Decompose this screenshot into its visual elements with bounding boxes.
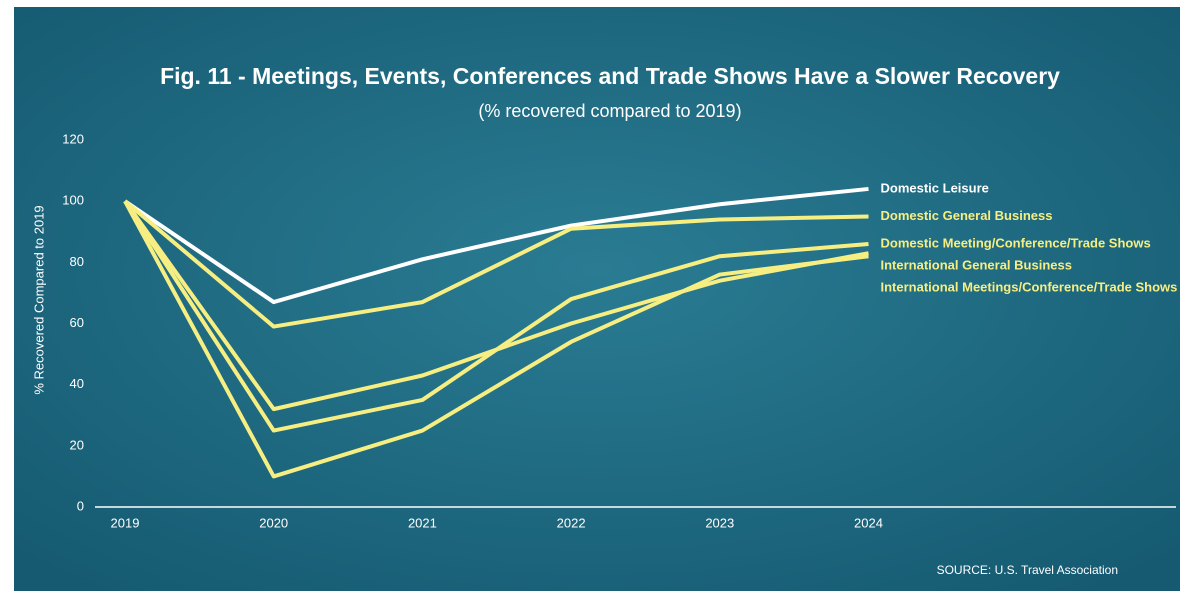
legend-label: Domestic General Business bbox=[881, 208, 1053, 223]
y-tick-label: 0 bbox=[77, 498, 84, 513]
y-tick-label: 40 bbox=[70, 376, 84, 391]
chart: Fig. 11 - Meetings, Events, Conferences … bbox=[0, 0, 1194, 597]
page: Fig. 11 - Meetings, Events, Conferences … bbox=[0, 0, 1194, 597]
chart-title: Fig. 11 - Meetings, Events, Conferences … bbox=[160, 63, 1060, 89]
y-tick-label: 100 bbox=[62, 193, 84, 208]
x-tick-label: 2024 bbox=[854, 515, 883, 530]
y-tick-label: 80 bbox=[70, 254, 84, 269]
x-tick-label: 2020 bbox=[259, 515, 288, 530]
x-tick-label: 2023 bbox=[705, 515, 734, 530]
chart-subtitle: (% recovered compared to 2019) bbox=[478, 101, 741, 121]
y-tick-label: 60 bbox=[70, 315, 84, 330]
x-tick-label: 2022 bbox=[557, 515, 586, 530]
legend-label: International Meetings/Conference/Trade … bbox=[881, 279, 1178, 294]
legend-label: Domestic Leisure bbox=[881, 180, 989, 195]
legend-label: Domestic Meeting/Conference/Trade Shows bbox=[881, 235, 1151, 250]
y-tick-label: 120 bbox=[62, 131, 84, 146]
legend-label: International General Business bbox=[881, 257, 1072, 272]
source: SOURCE: U.S. Travel Association bbox=[937, 563, 1118, 577]
x-tick-label: 2019 bbox=[111, 515, 140, 530]
y-tick-label: 20 bbox=[70, 437, 84, 452]
y-axis-label: % Recovered Compared to 2019 bbox=[31, 205, 46, 394]
x-tick-label: 2021 bbox=[408, 515, 437, 530]
